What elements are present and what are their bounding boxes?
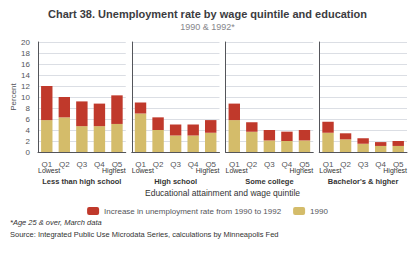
svg-text:Percent: Percent bbox=[9, 82, 18, 110]
svg-text:Q2: Q2 bbox=[59, 160, 70, 169]
svg-text:12: 12 bbox=[21, 82, 30, 91]
svg-text:18: 18 bbox=[21, 49, 30, 58]
svg-text:Educational attainment and wag: Educational attainment and wage quintile bbox=[145, 188, 300, 198]
svg-text:Q5: Q5 bbox=[112, 160, 123, 169]
svg-text:Less than high school: Less than high school bbox=[42, 177, 121, 186]
svg-text:Q3: Q3 bbox=[170, 160, 181, 169]
svg-text:8: 8 bbox=[26, 104, 31, 113]
svg-text:16: 16 bbox=[21, 60, 30, 69]
svg-text:Q5: Q5 bbox=[393, 160, 404, 169]
svg-text:Q1: Q1 bbox=[229, 160, 240, 169]
svg-text:Q3: Q3 bbox=[358, 160, 369, 169]
svg-text:Q2: Q2 bbox=[340, 160, 351, 169]
svg-text:1990: 1990 bbox=[310, 207, 328, 216]
svg-text:20: 20 bbox=[21, 38, 30, 47]
svg-text:Q3: Q3 bbox=[77, 160, 88, 169]
svg-text:Q1: Q1 bbox=[323, 160, 334, 169]
svg-text:Q1: Q1 bbox=[135, 160, 146, 169]
svg-text:0: 0 bbox=[26, 148, 31, 157]
svg-text:Bachelor's & higher: Bachelor's & higher bbox=[328, 177, 399, 186]
svg-text:Some college: Some college bbox=[245, 177, 293, 186]
svg-text:Q2: Q2 bbox=[246, 160, 257, 169]
svg-text:*Age 25 & over, March data: *Age 25 & over, March data bbox=[10, 218, 102, 227]
svg-text:Q4: Q4 bbox=[94, 160, 105, 169]
svg-text:High school: High school bbox=[154, 177, 197, 186]
svg-text:2: 2 bbox=[26, 137, 31, 146]
svg-text:Q3: Q3 bbox=[264, 160, 275, 169]
svg-text:Q5: Q5 bbox=[299, 160, 310, 169]
svg-text:1990 & 1992*: 1990 & 1992* bbox=[180, 22, 235, 32]
svg-text:Lowest: Lowest bbox=[38, 167, 61, 174]
svg-text:Increase in unemployment rate: Increase in unemployment rate from 1990 … bbox=[104, 207, 282, 216]
svg-text:Highest: Highest bbox=[383, 167, 407, 174]
svg-text:Q5: Q5 bbox=[205, 160, 216, 169]
svg-text:Highest: Highest bbox=[102, 167, 126, 174]
svg-text:Lowest: Lowest bbox=[131, 167, 154, 174]
svg-text:Chart 38. Unemployment rate by: Chart 38. Unemployment rate by wage quin… bbox=[48, 8, 367, 20]
svg-text:Q2: Q2 bbox=[153, 160, 164, 169]
svg-text:Q4: Q4 bbox=[188, 160, 199, 169]
svg-text:14: 14 bbox=[21, 71, 30, 80]
svg-text:Highest: Highest bbox=[289, 167, 314, 174]
svg-text:6: 6 bbox=[26, 115, 31, 124]
svg-text:Lowest: Lowest bbox=[319, 167, 342, 174]
svg-text:Lowest: Lowest bbox=[225, 167, 248, 174]
svg-text:Source: Integrated Public Use: Source: Integrated Public Use Microdata … bbox=[10, 230, 278, 239]
svg-text:Q1: Q1 bbox=[41, 160, 52, 169]
svg-text:10: 10 bbox=[21, 93, 30, 102]
svg-text:Highest: Highest bbox=[195, 167, 220, 174]
svg-text:Q4: Q4 bbox=[282, 160, 293, 169]
svg-text:4: 4 bbox=[26, 126, 31, 135]
svg-text:Q4: Q4 bbox=[375, 160, 386, 169]
